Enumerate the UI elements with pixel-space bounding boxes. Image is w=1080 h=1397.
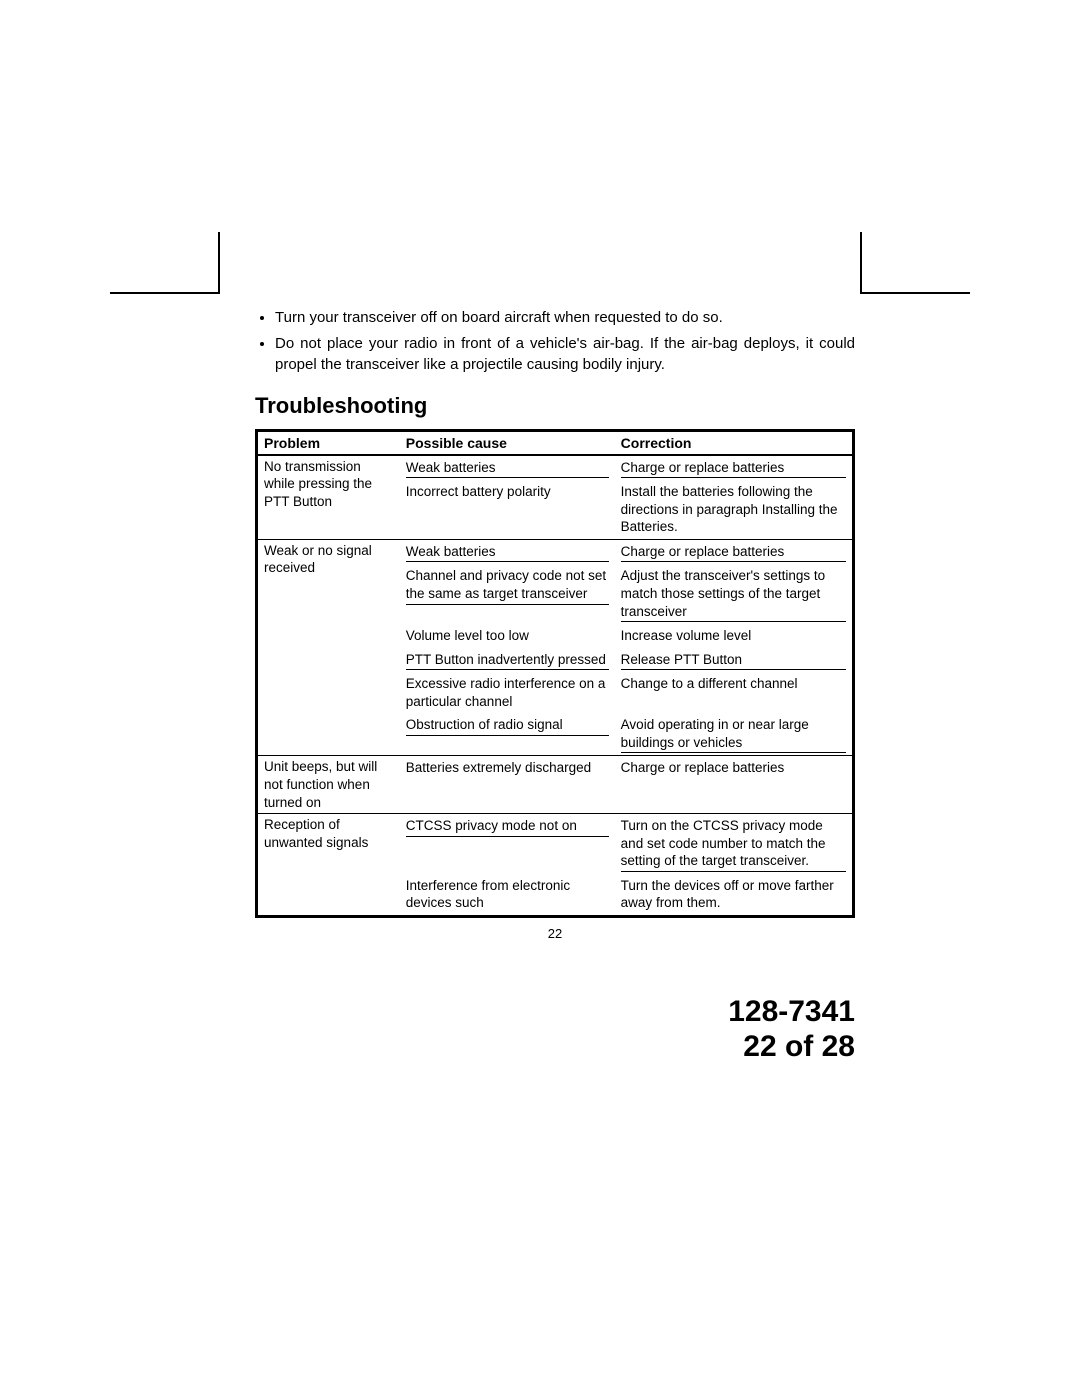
crop-mark-top-left bbox=[110, 232, 220, 294]
correction-cell: Charge or replace batteries bbox=[615, 756, 854, 814]
bullet-item: Do not place your radio in front of a ve… bbox=[275, 334, 855, 375]
troubleshooting-table: Problem Possible cause Correction No tra… bbox=[255, 429, 855, 918]
bullet-item: Turn your transceiver off on board aircr… bbox=[275, 308, 855, 328]
document-number: 128-7341 bbox=[728, 995, 855, 1030]
cause-cell: Excessive radio interference on a partic… bbox=[400, 672, 615, 713]
correction-cell: Turn on the CTCSS privacy mode and set c… bbox=[615, 814, 854, 874]
section-heading: Troubleshooting bbox=[255, 393, 855, 419]
correction-cell: Increase volume level bbox=[615, 624, 854, 648]
page-indicator: 22 of 28 bbox=[728, 1030, 855, 1065]
table-header-row: Problem Possible cause Correction bbox=[257, 430, 854, 455]
cause-cell: CTCSS privacy mode not on bbox=[400, 814, 615, 874]
cause-cell: PTT Button inadvertently pressed bbox=[400, 648, 615, 673]
correction-cell: Charge or replace batteries bbox=[615, 539, 854, 564]
problem-cell: Unit beeps, but will not function when t… bbox=[257, 756, 400, 814]
table-row: No transmission while pressing the PTT B… bbox=[257, 455, 854, 481]
header-problem: Problem bbox=[257, 430, 400, 455]
page-content: Turn your transceiver off on board aircr… bbox=[255, 308, 855, 941]
page-footer: 128-7341 22 of 28 bbox=[728, 995, 855, 1064]
cause-cell: Obstruction of radio signal bbox=[400, 713, 615, 756]
cause-cell: Interference from electronic devices suc… bbox=[400, 874, 615, 917]
correction-cell: Adjust the transceiver's settings to mat… bbox=[615, 564, 854, 624]
cause-cell: Batteries extremely discharged bbox=[400, 756, 615, 814]
document-page: Turn your transceiver off on board aircr… bbox=[0, 0, 1080, 1397]
table-row: Reception of unwanted signalsCTCSS priva… bbox=[257, 814, 854, 874]
cause-cell: Weak batteries bbox=[400, 539, 615, 564]
correction-cell: Release PTT Button bbox=[615, 648, 854, 673]
correction-cell: Change to a different channel bbox=[615, 672, 854, 713]
cause-cell: Volume level too low bbox=[400, 624, 615, 648]
page-number-small: 22 bbox=[255, 926, 855, 941]
correction-cell: Install the batteries following the dire… bbox=[615, 480, 854, 539]
cause-cell: Incorrect battery polarity bbox=[400, 480, 615, 539]
problem-cell: No transmission while pressing the PTT B… bbox=[257, 455, 400, 540]
correction-cell: Avoid operating in or near large buildin… bbox=[615, 713, 854, 756]
crop-mark-top-right bbox=[860, 232, 970, 294]
correction-cell: Charge or replace batteries bbox=[615, 455, 854, 481]
table-row: Weak or no signal receivedWeak batteries… bbox=[257, 539, 854, 564]
correction-cell: Turn the devices off or move farther awa… bbox=[615, 874, 854, 917]
problem-cell: Weak or no signal received bbox=[257, 539, 400, 755]
bullet-list: Turn your transceiver off on board aircr… bbox=[255, 308, 855, 375]
header-correction: Correction bbox=[615, 430, 854, 455]
problem-cell: Reception of unwanted signals bbox=[257, 814, 400, 917]
cause-cell: Channel and privacy code not set the sam… bbox=[400, 564, 615, 624]
table-row: Unit beeps, but will not function when t… bbox=[257, 756, 854, 814]
cause-cell: Weak batteries bbox=[400, 455, 615, 481]
header-cause: Possible cause bbox=[400, 430, 615, 455]
